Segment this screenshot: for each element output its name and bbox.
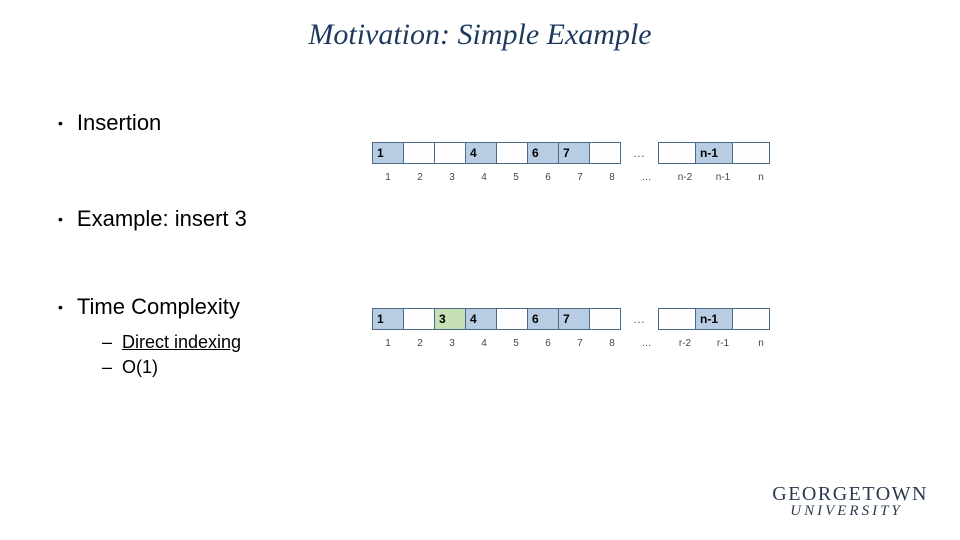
- index-label: 8: [596, 172, 628, 183]
- array-cell: 4: [465, 142, 497, 164]
- bullet-text: Example: insert 3: [77, 206, 247, 232]
- index-label: 3: [436, 172, 468, 183]
- array-cell: [658, 142, 696, 164]
- array-cell: [496, 308, 528, 330]
- array-cells: 1 4 67 … n-1: [372, 142, 780, 164]
- ellipsis-icon: …: [621, 312, 659, 326]
- index-label: 5: [500, 172, 532, 183]
- slide-title: Motivation: Simple Example: [0, 0, 960, 52]
- logo-line2: UNIVERSITY: [772, 504, 928, 518]
- array-cells: 1 34 67 … n-1: [372, 308, 780, 330]
- bullet-dot-icon: •: [58, 299, 63, 315]
- index-label: r-1: [704, 338, 742, 349]
- array-cell: 7: [558, 308, 590, 330]
- bullet-dot-icon: •: [58, 211, 63, 227]
- logo-line1: GEORGETOWN: [772, 485, 928, 504]
- array-cell: [496, 142, 528, 164]
- index-label: 8: [596, 338, 628, 349]
- index-label: 1: [372, 172, 404, 183]
- sub-text: O(1): [122, 355, 158, 380]
- array-cell: [589, 142, 621, 164]
- index-label: 6: [532, 338, 564, 349]
- bullet-text: Time Complexity: [77, 294, 240, 320]
- array-cell: 1: [372, 142, 404, 164]
- array-cell: n-1: [695, 308, 733, 330]
- index-label: n: [742, 338, 780, 349]
- bullet-text: Insertion: [77, 110, 161, 136]
- index-label: 6: [532, 172, 564, 183]
- index-label: n-1: [704, 172, 742, 183]
- array-cell: [403, 308, 435, 330]
- index-label: 5: [500, 338, 532, 349]
- array-cell: [732, 142, 770, 164]
- index-label: 4: [468, 338, 500, 349]
- index-label: n-2: [666, 172, 704, 183]
- index-label: 7: [564, 172, 596, 183]
- array-diagram-before: 1467…n-1 12345678…n-2n-1n: [372, 142, 780, 183]
- array-cell: 7: [558, 142, 590, 164]
- sub-text: Direct indexing: [122, 330, 241, 355]
- sub-o1: – O(1): [102, 355, 960, 380]
- array-cell: [589, 308, 621, 330]
- bullet-insertion: • Insertion: [58, 110, 960, 136]
- array-cell: [434, 142, 466, 164]
- index-label: 1: [372, 338, 404, 349]
- array-cell: n-1: [695, 142, 733, 164]
- array-cell: 4: [465, 308, 497, 330]
- array-diagram-after: 13467…n-1 12345678…r-2r-1n: [372, 308, 780, 349]
- index-label: r-2: [666, 338, 704, 349]
- dash-icon: –: [102, 330, 112, 355]
- array-cell: 3: [434, 308, 466, 330]
- index-label: 3: [436, 338, 468, 349]
- array-cell: 6: [527, 142, 559, 164]
- array-labels: 12345678…n-2n-1n: [372, 172, 780, 183]
- ellipsis-icon: …: [628, 338, 666, 349]
- bullet-example: • Example: insert 3: [58, 206, 960, 232]
- ellipsis-icon: …: [628, 172, 666, 183]
- georgetown-logo: GEORGETOWN UNIVERSITY: [772, 485, 928, 518]
- array-labels: 12345678…r-2r-1n: [372, 338, 780, 349]
- index-label: 4: [468, 172, 500, 183]
- dash-icon: –: [102, 355, 112, 380]
- array-cell: 1: [372, 308, 404, 330]
- index-label: n: [742, 172, 780, 183]
- array-cell: [403, 142, 435, 164]
- array-cell: 6: [527, 308, 559, 330]
- index-label: 2: [404, 172, 436, 183]
- bullet-dot-icon: •: [58, 115, 63, 131]
- ellipsis-icon: …: [621, 146, 659, 160]
- index-label: 7: [564, 338, 596, 349]
- array-cell: [658, 308, 696, 330]
- index-label: 2: [404, 338, 436, 349]
- array-cell: [732, 308, 770, 330]
